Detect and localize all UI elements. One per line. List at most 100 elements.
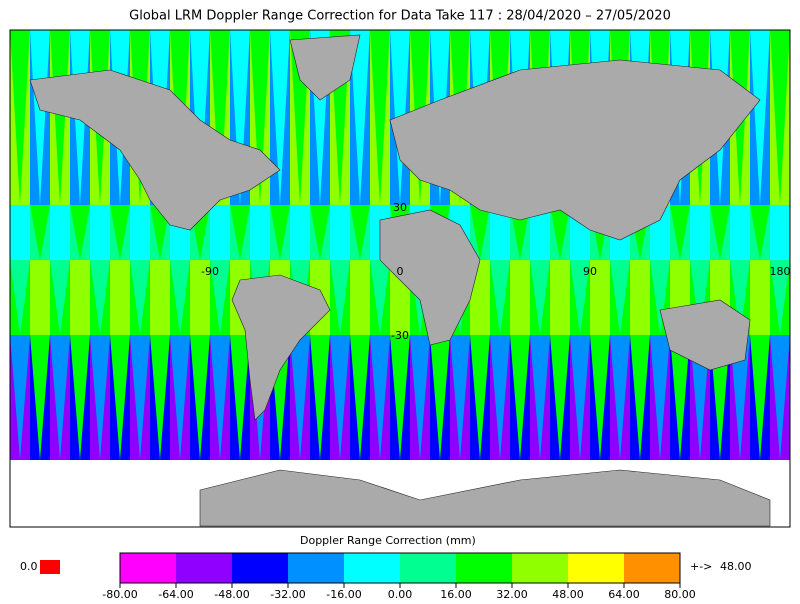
north-america xyxy=(29,69,281,231)
swath xyxy=(470,205,490,260)
swath xyxy=(270,30,290,205)
swath xyxy=(350,260,370,335)
swath xyxy=(550,205,570,260)
swath xyxy=(10,335,30,460)
map-frame xyxy=(9,29,791,528)
swath xyxy=(370,335,390,460)
swath xyxy=(730,205,750,260)
swath xyxy=(90,335,110,460)
swath xyxy=(610,335,630,460)
swath xyxy=(50,30,70,205)
swath xyxy=(630,335,650,460)
swath xyxy=(170,335,190,460)
title: Global LRM Doppler Range Correction for … xyxy=(129,9,671,24)
colorbar-bin xyxy=(624,553,680,583)
swath xyxy=(10,260,30,335)
overflow-arrow: +-> xyxy=(690,560,712,573)
swath xyxy=(10,205,30,260)
swath xyxy=(770,30,790,205)
swath xyxy=(670,260,690,335)
swath xyxy=(110,205,130,260)
swath xyxy=(590,260,610,335)
missing-swatch xyxy=(40,560,60,574)
swath xyxy=(710,260,730,335)
swath xyxy=(210,335,230,460)
overflow-value: 48.00 xyxy=(720,560,752,573)
swath xyxy=(30,260,50,335)
legend-title: Doppler Range Correction (mm) xyxy=(300,534,476,547)
swath xyxy=(250,205,270,260)
land xyxy=(29,34,771,527)
lon-label: -90 xyxy=(201,265,219,278)
swath xyxy=(490,260,510,335)
swath xyxy=(750,30,770,205)
colorbar-bin xyxy=(568,553,624,583)
swath xyxy=(70,335,90,460)
colorbar: -80.00 -64.00 -48.00 -32.00 -16.00 0.00 16.00 3… xyxy=(102,552,696,601)
antarctica xyxy=(199,469,771,527)
swath xyxy=(530,205,550,260)
swath xyxy=(610,260,630,335)
swath xyxy=(190,335,210,460)
colorbar-tick-label: 32.00 xyxy=(496,588,528,600)
swath xyxy=(730,335,750,460)
colorbar-bin xyxy=(400,553,456,583)
swath xyxy=(370,30,390,205)
swath xyxy=(330,205,350,260)
colorbar-bin xyxy=(120,553,176,583)
swath xyxy=(10,30,30,205)
swath xyxy=(90,260,110,335)
swath xyxy=(690,205,710,260)
colorbar-bin xyxy=(232,553,288,583)
swath xyxy=(370,260,390,335)
africa xyxy=(379,209,481,346)
swath xyxy=(290,335,310,460)
swath xyxy=(330,260,350,335)
swath xyxy=(590,335,610,460)
swath xyxy=(270,205,290,260)
swath xyxy=(430,335,450,460)
lon-label: 180 xyxy=(770,265,791,278)
colorbar-tick-label: 80.00 xyxy=(664,588,696,600)
swath xyxy=(230,205,250,260)
colorbar-tick-label: -48.00 xyxy=(214,588,249,600)
colorbar-tick-label: 48.00 xyxy=(552,588,584,600)
graticule: -90 0 90 180 30 -30 xyxy=(201,201,790,342)
swath xyxy=(310,335,330,460)
swath xyxy=(490,335,510,460)
colorbar-tick-label: 0.00 xyxy=(388,588,413,600)
swath xyxy=(70,205,90,260)
swath xyxy=(350,30,370,205)
swath xyxy=(170,260,190,335)
colorbar-bin xyxy=(456,553,512,583)
lat-label: 30 xyxy=(393,201,407,214)
swath xyxy=(30,30,50,205)
swath xyxy=(30,205,50,260)
swath xyxy=(750,205,770,260)
colorbar-bin xyxy=(176,553,232,583)
australia xyxy=(659,299,751,371)
swath xyxy=(130,335,150,460)
swath xyxy=(750,335,770,460)
swath xyxy=(310,205,330,260)
swath xyxy=(350,205,370,260)
colorbar-tick-label: -64.00 xyxy=(158,588,193,600)
swath xyxy=(150,260,170,335)
swath xyxy=(650,260,670,335)
swath xyxy=(250,30,270,205)
missing-label: 0.0 xyxy=(20,560,38,573)
colorbar-bin xyxy=(512,553,568,583)
colorbar-tick-label: -32.00 xyxy=(270,588,305,600)
swath xyxy=(230,30,250,205)
swath xyxy=(190,30,210,205)
colorbar-tick-label: -80.00 xyxy=(102,588,137,600)
swath xyxy=(50,335,70,460)
swath xyxy=(730,260,750,335)
greenland xyxy=(289,34,361,101)
swath xyxy=(110,335,130,460)
swath xyxy=(630,260,650,335)
swath xyxy=(330,335,350,460)
swath xyxy=(110,260,130,335)
